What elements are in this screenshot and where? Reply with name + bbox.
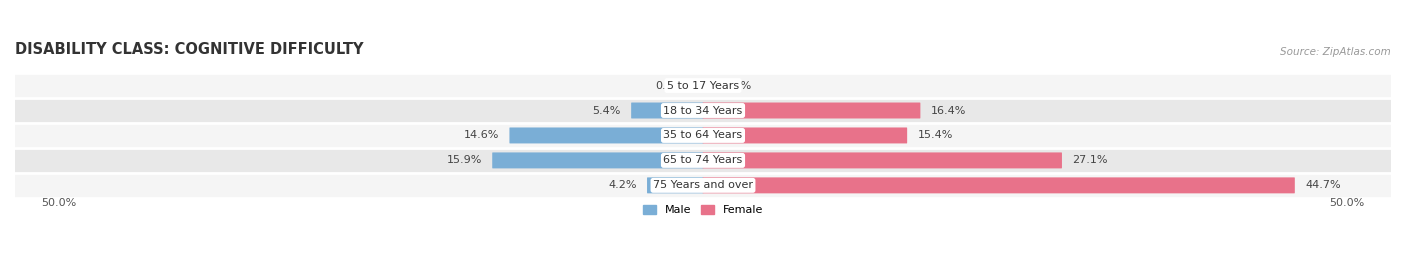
Text: 50.0%: 50.0% (1329, 198, 1365, 208)
Text: 15.4%: 15.4% (917, 130, 953, 140)
FancyBboxPatch shape (492, 153, 703, 168)
Text: 5 to 17 Years: 5 to 17 Years (666, 80, 740, 91)
Text: 65 to 74 Years: 65 to 74 Years (664, 155, 742, 165)
Text: 4.2%: 4.2% (609, 180, 637, 190)
Text: 18 to 34 Years: 18 to 34 Years (664, 105, 742, 115)
Text: 15.9%: 15.9% (447, 155, 482, 165)
Text: 44.7%: 44.7% (1305, 180, 1341, 190)
Text: 5.4%: 5.4% (592, 105, 621, 115)
FancyBboxPatch shape (647, 177, 703, 193)
Text: 14.6%: 14.6% (464, 130, 499, 140)
FancyBboxPatch shape (703, 177, 1295, 193)
Text: DISABILITY CLASS: COGNITIVE DIFFICULTY: DISABILITY CLASS: COGNITIVE DIFFICULTY (15, 42, 364, 57)
Text: 16.4%: 16.4% (931, 105, 966, 115)
Text: 27.1%: 27.1% (1073, 155, 1108, 165)
Bar (15, 173, 1391, 198)
FancyBboxPatch shape (631, 102, 703, 118)
FancyBboxPatch shape (703, 153, 1062, 168)
Bar (15, 148, 1391, 173)
FancyBboxPatch shape (703, 128, 907, 143)
FancyBboxPatch shape (703, 102, 921, 118)
Text: 75 Years and over: 75 Years and over (652, 180, 754, 190)
Legend: Male, Female: Male, Female (638, 200, 768, 220)
Text: 50.0%: 50.0% (41, 198, 77, 208)
Text: 0.0%: 0.0% (723, 80, 751, 91)
Bar (15, 98, 1391, 123)
Text: 0.0%: 0.0% (655, 80, 683, 91)
Bar (15, 123, 1391, 148)
Text: 35 to 64 Years: 35 to 64 Years (664, 130, 742, 140)
Text: Source: ZipAtlas.com: Source: ZipAtlas.com (1281, 47, 1391, 57)
Bar (15, 73, 1391, 98)
FancyBboxPatch shape (509, 128, 703, 143)
